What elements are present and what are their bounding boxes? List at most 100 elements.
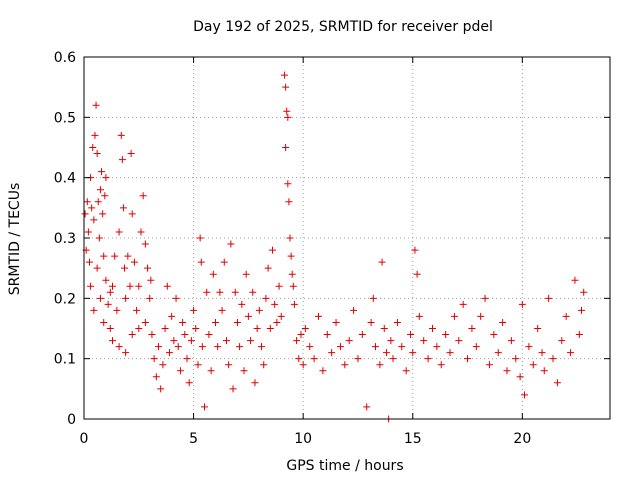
- data-point: [150, 355, 158, 363]
- data-point: [262, 294, 270, 302]
- data-point: [258, 343, 266, 351]
- data-point: [459, 300, 467, 308]
- data-point: [152, 373, 160, 381]
- data-point: [146, 294, 154, 302]
- data-point: [115, 228, 123, 236]
- data-point: [198, 343, 206, 351]
- data-point: [159, 361, 167, 369]
- y-axis-label: SRMTID / TECUs: [7, 183, 23, 296]
- data-point: [358, 331, 366, 339]
- data-point: [100, 318, 108, 326]
- data-point: [485, 361, 493, 369]
- data-point: [350, 306, 358, 314]
- data-point: [247, 337, 255, 345]
- data-point: [567, 349, 575, 357]
- data-point: [147, 276, 155, 284]
- data-point: [319, 367, 327, 375]
- data-point: [126, 282, 134, 290]
- data-point: [161, 325, 169, 332]
- y-tick-label: 0: [67, 412, 76, 428]
- data-point: [490, 331, 498, 339]
- data-point: [205, 331, 213, 339]
- data-point: [185, 379, 193, 387]
- data-point: [249, 288, 257, 296]
- data-point: [275, 282, 283, 290]
- data-point: [111, 252, 119, 260]
- data-point: [398, 343, 406, 351]
- data-point: [413, 270, 421, 278]
- data-point: [220, 258, 228, 266]
- data-point: [212, 318, 219, 326]
- data-point: [578, 306, 586, 314]
- data-point: [310, 355, 318, 363]
- data-point: [209, 270, 217, 278]
- data-point: [420, 337, 428, 345]
- data-point: [130, 258, 138, 266]
- data-point: [102, 276, 110, 284]
- data-point: [518, 300, 526, 308]
- data-point: [102, 174, 110, 182]
- data-point: [534, 325, 542, 332]
- data-point: [580, 288, 588, 296]
- data-point: [141, 318, 149, 326]
- data-point: [424, 355, 432, 363]
- data-point: [393, 318, 401, 326]
- data-point: [176, 367, 184, 375]
- data-point: [242, 270, 250, 278]
- data-point: [135, 325, 143, 332]
- data-point: [91, 131, 99, 139]
- data-point: [525, 343, 533, 351]
- data-point: [433, 343, 441, 351]
- data-point: [218, 306, 226, 314]
- data-point: [277, 312, 285, 320]
- data-point: [415, 312, 423, 320]
- data-point: [203, 288, 211, 296]
- data-point: [190, 306, 198, 314]
- data-point: [187, 337, 195, 345]
- data-point: [450, 312, 458, 320]
- data-point: [516, 373, 524, 381]
- data-point: [183, 355, 191, 363]
- data-point: [271, 300, 279, 308]
- data-point: [196, 234, 204, 242]
- data-point: [88, 204, 96, 212]
- x-axis-label: GPS time / hours: [286, 458, 403, 474]
- y-tick-label: 0.3: [54, 231, 76, 247]
- y-tick-label: 0.6: [54, 50, 76, 66]
- data-point: [244, 312, 252, 320]
- data-point: [446, 349, 454, 357]
- data-point: [93, 264, 101, 272]
- data-point: [117, 131, 125, 139]
- data-point: [122, 349, 130, 357]
- data-point: [231, 288, 239, 296]
- data-point: [287, 252, 295, 260]
- data-point: [345, 337, 353, 345]
- data-point: [98, 168, 106, 176]
- data-point: [93, 150, 101, 158]
- data-point: [571, 276, 579, 284]
- data-point: [575, 331, 583, 339]
- data-point: [108, 337, 116, 345]
- data-point: [363, 403, 371, 411]
- data-point: [101, 192, 109, 200]
- data-point: [155, 343, 163, 351]
- data-point: [285, 198, 293, 206]
- data-point: [222, 337, 230, 345]
- data-point: [100, 252, 108, 260]
- y-tick-label: 0.2: [54, 291, 76, 307]
- data-point: [282, 83, 290, 91]
- chart-title: Day 192 of 2025, SRMTID for receiver pde…: [193, 19, 493, 35]
- data-point: [284, 180, 292, 188]
- data-point: [499, 318, 507, 326]
- data-point: [90, 306, 98, 314]
- data-point: [214, 343, 222, 351]
- data-point: [273, 318, 281, 326]
- data-point: [323, 331, 331, 339]
- data-point: [264, 264, 272, 272]
- data-point: [197, 258, 205, 266]
- data-point: [165, 349, 173, 357]
- data-point: [216, 288, 224, 296]
- data-point: [494, 349, 502, 357]
